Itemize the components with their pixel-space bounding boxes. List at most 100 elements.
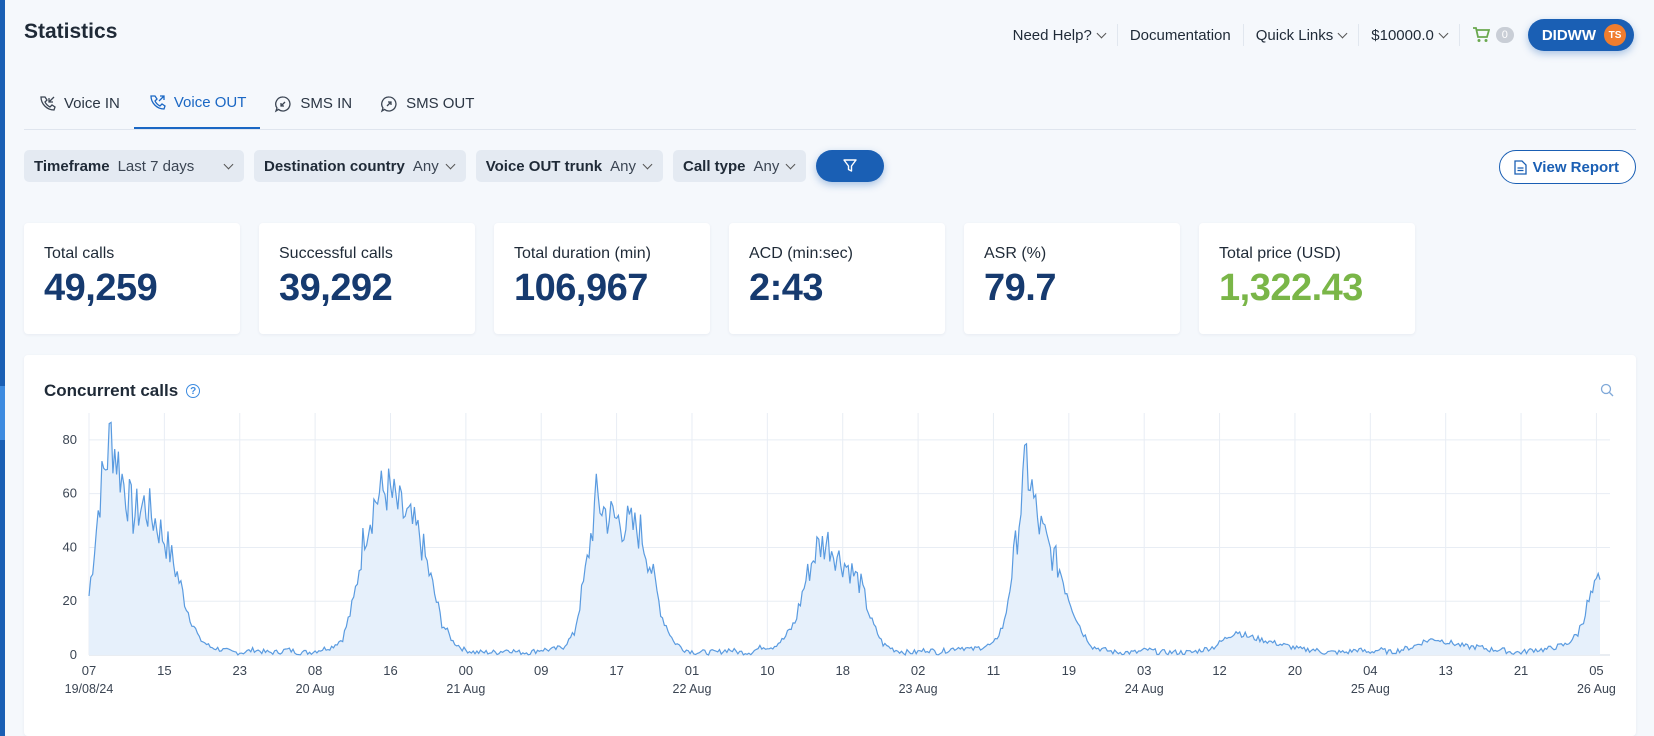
filter-timeframe[interactable]: Timeframe Last 7 days xyxy=(24,150,244,182)
x-tick-label: 00 xyxy=(459,663,473,678)
y-tick-label: 60 xyxy=(63,486,77,501)
stat-card-total-duration: Total duration (min) 106,967 xyxy=(494,223,710,334)
tab-label: Voice IN xyxy=(64,95,120,112)
y-tick-label: 0 xyxy=(70,647,77,662)
help-icon[interactable]: ? xyxy=(186,384,201,398)
concurrent-calls-chart: 07 15 23 08 16 00 09 17 01 10 18 02 11 19 03 12 20 04 13 21… xyxy=(63,413,1616,696)
stat-card-asr: ASR (%) 79.7 xyxy=(964,223,1180,334)
stat-value: 1,322.43 xyxy=(1219,267,1363,309)
x-date-label: 20 Aug xyxy=(296,682,335,696)
stat-card-total-price: Total price (USD) 1,322.43 xyxy=(1199,223,1415,334)
filter-value: Last 7 days xyxy=(117,157,195,175)
chevron-down-icon xyxy=(1337,28,1348,38)
chevron-down-icon xyxy=(1438,28,1449,38)
left-rail-marker xyxy=(0,386,5,440)
chevron-down-icon xyxy=(642,159,653,169)
tab-voice-out[interactable]: Voice OUT xyxy=(133,78,261,129)
apply-filter-button[interactable] xyxy=(816,150,885,182)
x-tick-label: 12 xyxy=(1212,663,1226,678)
avatar: TS xyxy=(1604,24,1626,46)
x-tick-label: 21 xyxy=(1514,663,1528,678)
zoom-icon[interactable] xyxy=(1600,383,1614,397)
x-tick-label: 17 xyxy=(609,663,623,678)
filter-voice-out-trunk[interactable]: Voice OUT trunk Any xyxy=(475,150,663,182)
chevron-down-icon xyxy=(785,159,796,169)
quick-links-menu[interactable]: Quick Links xyxy=(1244,24,1360,46)
need-help-label: Need Help? xyxy=(1012,26,1092,44)
phone-incoming-icon xyxy=(40,95,56,111)
filter-value: Any xyxy=(753,157,780,175)
x-tick-label: 07 xyxy=(82,663,96,678)
stat-value: 39,292 xyxy=(279,267,393,309)
x-tick-label: 05 xyxy=(1589,663,1603,678)
document-icon xyxy=(1513,159,1527,175)
chevron-down-icon xyxy=(223,159,234,169)
y-tick-label: 40 xyxy=(63,539,77,554)
x-tick-label: 02 xyxy=(911,663,925,678)
view-report-label: View Report xyxy=(1532,158,1619,176)
cart-icon xyxy=(1472,27,1490,42)
balance-menu[interactable]: $10000.0 xyxy=(1359,24,1460,46)
view-report-button[interactable]: View Report xyxy=(1498,150,1636,184)
cart-button[interactable]: 0 xyxy=(1460,27,1528,43)
x-date-label: 19/08/24 xyxy=(65,682,114,696)
tab-sms-out[interactable]: SMS OUT xyxy=(366,78,488,129)
filter-value: Any xyxy=(412,157,439,175)
filter-label: Timeframe xyxy=(34,157,110,175)
tab-label: SMS IN xyxy=(300,95,353,112)
x-tick-label: 04 xyxy=(1363,663,1377,678)
filter-destination-country[interactable]: Destination country Any xyxy=(254,150,466,182)
stat-value: 106,967 xyxy=(514,267,648,309)
tab-voice-in[interactable]: Voice IN xyxy=(24,78,134,129)
header: Statistics Need Help? Documentation Quic… xyxy=(24,0,1654,66)
x-date-label: 22 Aug xyxy=(673,682,712,696)
stat-card-acd: ACD (min:sec) 2:43 xyxy=(729,223,945,334)
tab-label: Voice OUT xyxy=(173,94,247,111)
x-tick-label: 08 xyxy=(308,663,322,678)
stat-value: 2:43 xyxy=(749,267,824,309)
y-tick-label: 80 xyxy=(63,432,77,447)
top-nav: Need Help? Documentation Quick Links $10… xyxy=(1001,18,1634,52)
sms-outgoing-icon xyxy=(380,95,397,113)
account-button[interactable]: DIDWW TS xyxy=(1527,19,1634,51)
stats-row: Total calls 49,259 Successful calls 39,2… xyxy=(24,223,1415,334)
brand-label: DIDWW xyxy=(1541,26,1596,44)
series-area xyxy=(89,422,1600,655)
x-tick-label: 10 xyxy=(760,663,774,678)
phone-outgoing-icon xyxy=(150,94,166,110)
chevron-down-icon xyxy=(1096,28,1107,38)
stat-label: ACD (min:sec) xyxy=(749,245,854,262)
sms-incoming-icon xyxy=(275,95,291,113)
x-tick-label: 03 xyxy=(1137,663,1151,678)
filter-bar: Timeframe Last 7 days Destination countr… xyxy=(24,150,885,182)
filter-label: Destination country xyxy=(264,157,405,175)
stat-value: 49,259 xyxy=(44,267,158,309)
cart-count-badge: 0 xyxy=(1495,27,1514,43)
x-date-label: 24 Aug xyxy=(1125,682,1164,696)
x-date-label: 21 Aug xyxy=(446,682,485,696)
chart-card-concurrent-calls: Concurrent calls ? 07 15 23 08 16 00 09 17 01 10 1… xyxy=(24,355,1636,736)
x-tick-label: 13 xyxy=(1438,663,1452,678)
stat-label: ASR (%) xyxy=(984,245,1047,262)
documentation-link[interactable]: Documentation xyxy=(1118,24,1244,46)
left-rail xyxy=(0,0,5,736)
filter-call-type[interactable]: Call type Any xyxy=(672,150,807,182)
x-tick-label: 23 xyxy=(233,663,247,678)
stat-label: Total calls xyxy=(44,245,115,262)
chevron-down-icon xyxy=(445,159,456,169)
stat-label: Total price (USD) xyxy=(1219,245,1341,262)
x-tick-label: 18 xyxy=(835,663,849,678)
y-tick-label: 20 xyxy=(63,593,77,608)
x-tick-label: 15 xyxy=(157,663,171,678)
page-title: Statistics xyxy=(24,20,118,43)
tab-bar: Voice IN Voice OUT SMS IN SMS OUT xyxy=(24,78,1636,130)
tab-sms-in[interactable]: SMS IN xyxy=(260,78,366,129)
documentation-label: Documentation xyxy=(1129,26,1231,44)
filter-value: Any xyxy=(610,157,636,175)
need-help-menu[interactable]: Need Help? xyxy=(1001,24,1118,46)
stat-value: 79.7 xyxy=(984,267,1056,309)
stat-card-total-calls: Total calls 49,259 xyxy=(24,223,240,334)
chart-title-label: Concurrent calls xyxy=(44,381,179,400)
stat-label: Successful calls xyxy=(279,245,393,262)
series-line xyxy=(88,421,1601,657)
